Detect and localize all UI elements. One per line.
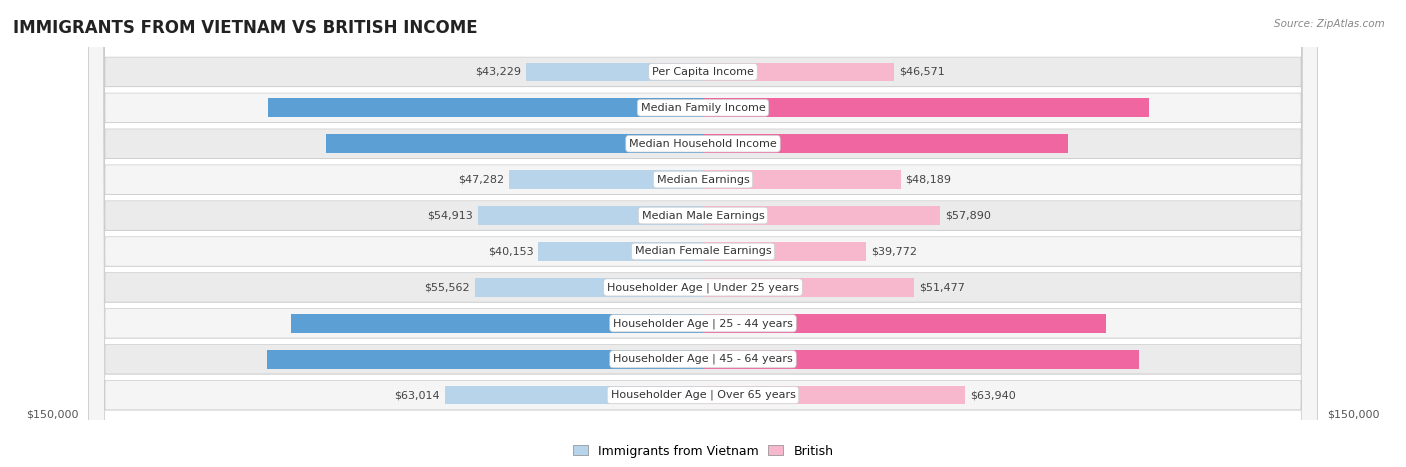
Bar bbox=[326, 134, 703, 153]
Text: $106,417: $106,417 bbox=[690, 354, 749, 364]
Text: $57,890: $57,890 bbox=[945, 211, 991, 220]
Text: $150,000: $150,000 bbox=[1327, 410, 1379, 419]
FancyBboxPatch shape bbox=[89, 0, 1317, 467]
FancyBboxPatch shape bbox=[89, 0, 1317, 467]
FancyBboxPatch shape bbox=[89, 0, 1317, 467]
Text: $55,562: $55,562 bbox=[425, 283, 470, 292]
Text: $54,913: $54,913 bbox=[427, 211, 472, 220]
Bar bbox=[478, 206, 703, 225]
Bar bbox=[703, 350, 1139, 368]
Bar bbox=[703, 314, 1107, 333]
Text: Householder Age | Over 65 years: Householder Age | Over 65 years bbox=[610, 390, 796, 400]
Text: Per Capita Income: Per Capita Income bbox=[652, 67, 754, 77]
Text: Median Household Income: Median Household Income bbox=[628, 139, 778, 149]
Bar bbox=[291, 314, 703, 333]
Text: $39,772: $39,772 bbox=[872, 247, 917, 256]
Text: $48,189: $48,189 bbox=[905, 175, 952, 184]
FancyBboxPatch shape bbox=[89, 0, 1317, 467]
Text: Median Earnings: Median Earnings bbox=[657, 175, 749, 184]
Bar bbox=[703, 99, 1149, 117]
Bar bbox=[509, 170, 703, 189]
Bar bbox=[703, 206, 941, 225]
Bar bbox=[703, 278, 914, 297]
Bar bbox=[267, 99, 703, 117]
Text: $63,014: $63,014 bbox=[394, 390, 440, 400]
FancyBboxPatch shape bbox=[89, 0, 1317, 467]
Text: Householder Age | Under 25 years: Householder Age | Under 25 years bbox=[607, 282, 799, 293]
Bar bbox=[267, 350, 703, 368]
Text: IMMIGRANTS FROM VIETNAM VS BRITISH INCOME: IMMIGRANTS FROM VIETNAM VS BRITISH INCOM… bbox=[13, 19, 477, 37]
Text: $51,477: $51,477 bbox=[920, 283, 965, 292]
Text: $150,000: $150,000 bbox=[27, 410, 79, 419]
Text: Median Female Earnings: Median Female Earnings bbox=[634, 247, 772, 256]
Bar bbox=[703, 63, 894, 81]
FancyBboxPatch shape bbox=[89, 0, 1317, 467]
Text: Householder Age | 25 - 44 years: Householder Age | 25 - 44 years bbox=[613, 318, 793, 329]
FancyBboxPatch shape bbox=[89, 0, 1317, 467]
Text: $46,571: $46,571 bbox=[898, 67, 945, 77]
Text: $88,914: $88,914 bbox=[664, 139, 716, 149]
FancyBboxPatch shape bbox=[89, 0, 1317, 467]
FancyBboxPatch shape bbox=[89, 0, 1317, 467]
FancyBboxPatch shape bbox=[89, 0, 1317, 467]
Text: $98,359: $98,359 bbox=[665, 318, 716, 328]
FancyBboxPatch shape bbox=[89, 0, 1317, 467]
Text: Householder Age | 45 - 64 years: Householder Age | 45 - 64 years bbox=[613, 354, 793, 364]
FancyBboxPatch shape bbox=[89, 0, 1317, 467]
Legend: Immigrants from Vietnam, British: Immigrants from Vietnam, British bbox=[568, 439, 838, 463]
Text: Median Male Earnings: Median Male Earnings bbox=[641, 211, 765, 220]
FancyBboxPatch shape bbox=[89, 0, 1317, 467]
Bar bbox=[538, 242, 703, 261]
Bar bbox=[475, 278, 703, 297]
Bar bbox=[526, 63, 703, 81]
FancyBboxPatch shape bbox=[89, 0, 1317, 467]
Text: $106,264: $106,264 bbox=[657, 354, 716, 364]
Text: $63,940: $63,940 bbox=[970, 390, 1017, 400]
Bar bbox=[444, 386, 703, 404]
Bar bbox=[703, 386, 965, 404]
Bar bbox=[703, 242, 866, 261]
Text: $106,186: $106,186 bbox=[690, 103, 749, 113]
FancyBboxPatch shape bbox=[89, 0, 1317, 467]
Bar bbox=[703, 134, 1067, 153]
Text: $43,229: $43,229 bbox=[475, 67, 520, 77]
FancyBboxPatch shape bbox=[89, 0, 1317, 467]
Text: $40,153: $40,153 bbox=[488, 247, 533, 256]
Text: $100,535: $100,535 bbox=[690, 318, 748, 328]
FancyBboxPatch shape bbox=[89, 0, 1317, 467]
Text: Source: ZipAtlas.com: Source: ZipAtlas.com bbox=[1274, 19, 1385, 28]
FancyBboxPatch shape bbox=[89, 0, 1317, 467]
Text: $91,987: $91,987 bbox=[690, 139, 742, 149]
Text: Median Family Income: Median Family Income bbox=[641, 103, 765, 113]
Text: $47,282: $47,282 bbox=[458, 175, 505, 184]
FancyBboxPatch shape bbox=[89, 0, 1317, 467]
Text: $108,705: $108,705 bbox=[657, 103, 716, 113]
Bar bbox=[703, 170, 901, 189]
FancyBboxPatch shape bbox=[89, 0, 1317, 467]
